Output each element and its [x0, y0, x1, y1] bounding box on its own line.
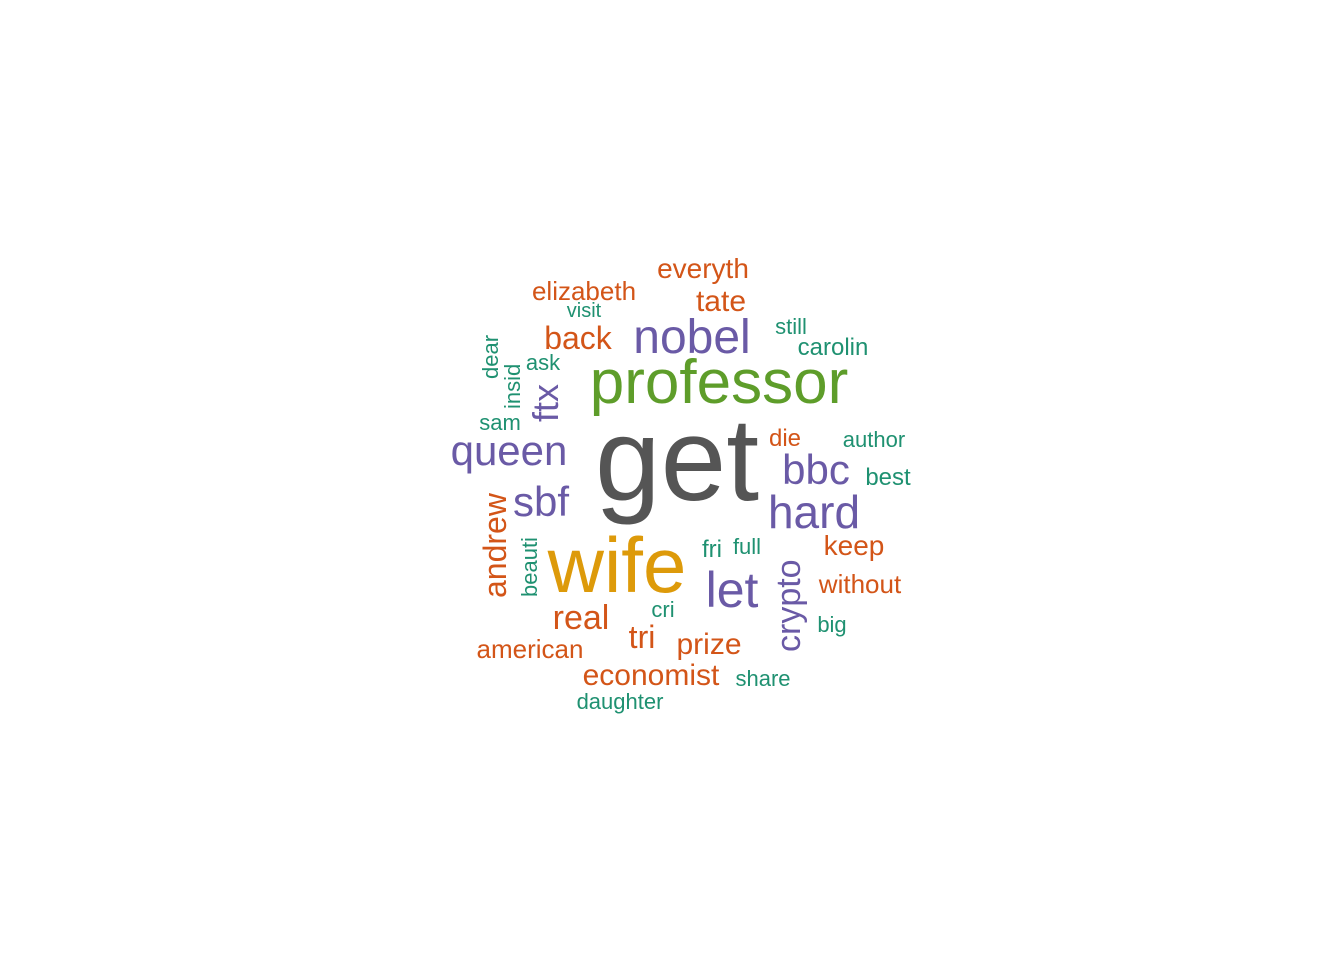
word-real: real	[552, 599, 610, 638]
word-professor: professor	[589, 347, 849, 417]
word-die: die	[768, 425, 802, 453]
word-bbc: bbc	[782, 445, 850, 493]
word-share: share	[735, 666, 791, 692]
word-best: best	[865, 464, 911, 492]
word-andrew: andrew	[477, 493, 514, 599]
word-fri: fri	[702, 536, 722, 564]
word-cri: cri	[651, 597, 675, 623]
word-ftx: ftx	[525, 383, 567, 422]
word-big: big	[817, 612, 847, 638]
word-queen: queen	[450, 426, 568, 474]
word-dear: dear	[478, 334, 504, 380]
word-without: without	[818, 569, 902, 600]
word-full: full	[732, 534, 762, 560]
word-let: let	[705, 561, 759, 618]
word-american: american	[476, 634, 584, 665]
word-crypto: crypto	[770, 559, 809, 653]
word-back: back	[544, 320, 612, 357]
word-visit: visit	[566, 299, 602, 322]
word-keep: keep	[823, 529, 885, 561]
word-economist: economist	[582, 658, 720, 692]
word-still: still	[775, 314, 807, 340]
word-nobel: nobel	[633, 310, 751, 364]
word-sbf: sbf	[512, 477, 570, 525]
word-wife: wife	[547, 521, 687, 610]
word-author: author	[842, 427, 906, 453]
word-carolin: carolin	[797, 334, 869, 362]
word-daughter: daughter	[576, 689, 664, 715]
word-insid: insid	[500, 363, 526, 409]
word-elizabeth: elizabeth	[531, 276, 637, 307]
word-everyth: everyth	[657, 252, 749, 284]
word-ask: ask	[525, 350, 561, 376]
word-beauti: beauti	[517, 537, 543, 597]
word-sam: sam	[479, 410, 521, 436]
word-hard: hard	[767, 486, 861, 539]
word-tate: tate	[695, 284, 747, 318]
word-get: get	[594, 394, 760, 527]
word-prize: prize	[676, 627, 742, 661]
word-tri: tri	[628, 619, 656, 656]
